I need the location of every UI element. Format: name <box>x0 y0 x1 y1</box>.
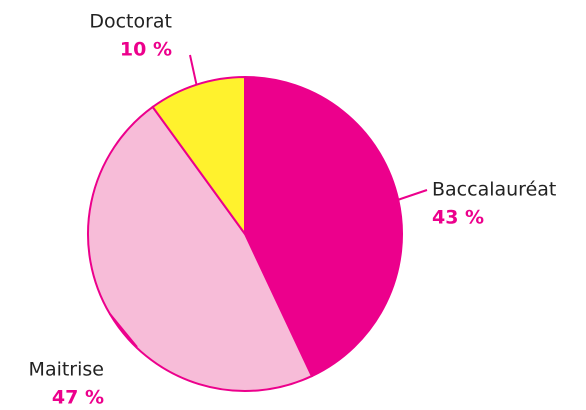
slice-label: Maitrise <box>29 359 104 381</box>
leader-line <box>397 189 428 201</box>
leader-line <box>109 313 138 348</box>
slice-value: 10 % <box>120 39 172 61</box>
slice-label: Baccalauréat <box>432 179 556 201</box>
pie-slice <box>244 75 403 378</box>
slice-value: 47 % <box>52 387 104 409</box>
leader-line <box>189 54 198 85</box>
slice-value: 43 % <box>432 207 484 229</box>
slice-label: Doctorat <box>89 11 172 33</box>
